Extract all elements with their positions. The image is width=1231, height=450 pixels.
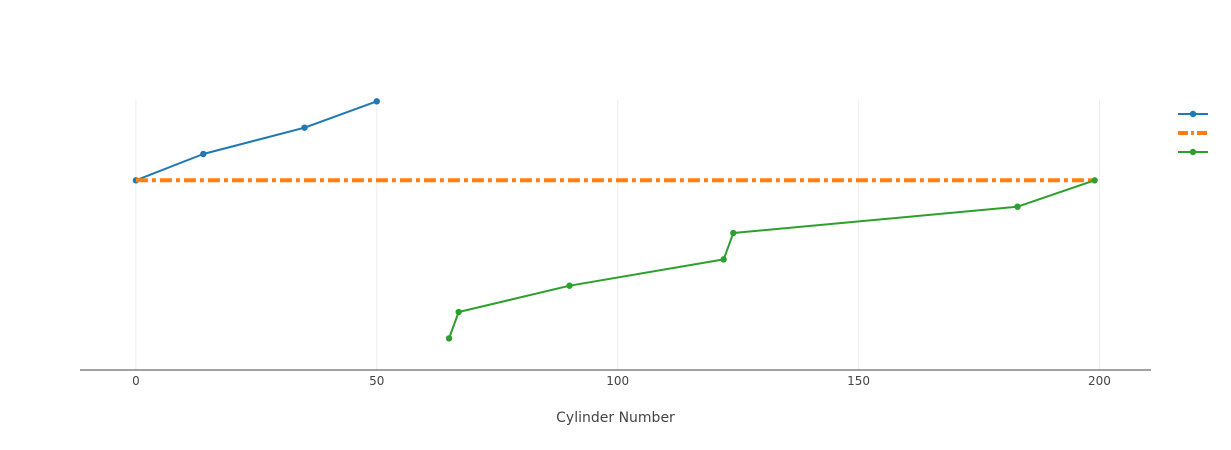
x-tick-label: 100 bbox=[606, 374, 629, 388]
series-0 bbox=[132, 98, 380, 184]
series-2 bbox=[445, 177, 1098, 342]
legend-marker bbox=[1189, 110, 1197, 118]
data-point[interactable] bbox=[720, 256, 727, 263]
series-line bbox=[135, 100, 378, 182]
legend[interactable] bbox=[1178, 110, 1208, 156]
data-point[interactable] bbox=[455, 308, 462, 316]
legend-item[interactable] bbox=[1178, 148, 1208, 156]
series-layer bbox=[132, 98, 1098, 342]
x-tick-label: 0 bbox=[132, 374, 140, 388]
data-point[interactable] bbox=[301, 124, 308, 131]
data-point[interactable] bbox=[200, 150, 207, 158]
grid bbox=[135, 100, 1100, 370]
data-point[interactable] bbox=[373, 98, 380, 105]
x-axis-title: Cylinder Number bbox=[556, 410, 675, 426]
data-point[interactable] bbox=[445, 335, 453, 342]
legend-item[interactable] bbox=[1178, 110, 1208, 118]
x-axis-ticks: 0 50 100 150 200 bbox=[132, 374, 1111, 388]
data-point[interactable] bbox=[1091, 177, 1098, 184]
data-point[interactable] bbox=[1014, 203, 1021, 210]
x-tick-label: 50 bbox=[369, 374, 384, 388]
x-tick-label: 200 bbox=[1088, 374, 1111, 388]
data-point[interactable] bbox=[730, 229, 737, 237]
legend-marker bbox=[1189, 148, 1197, 156]
data-point[interactable] bbox=[566, 282, 573, 289]
x-tick-label: 150 bbox=[847, 374, 870, 388]
